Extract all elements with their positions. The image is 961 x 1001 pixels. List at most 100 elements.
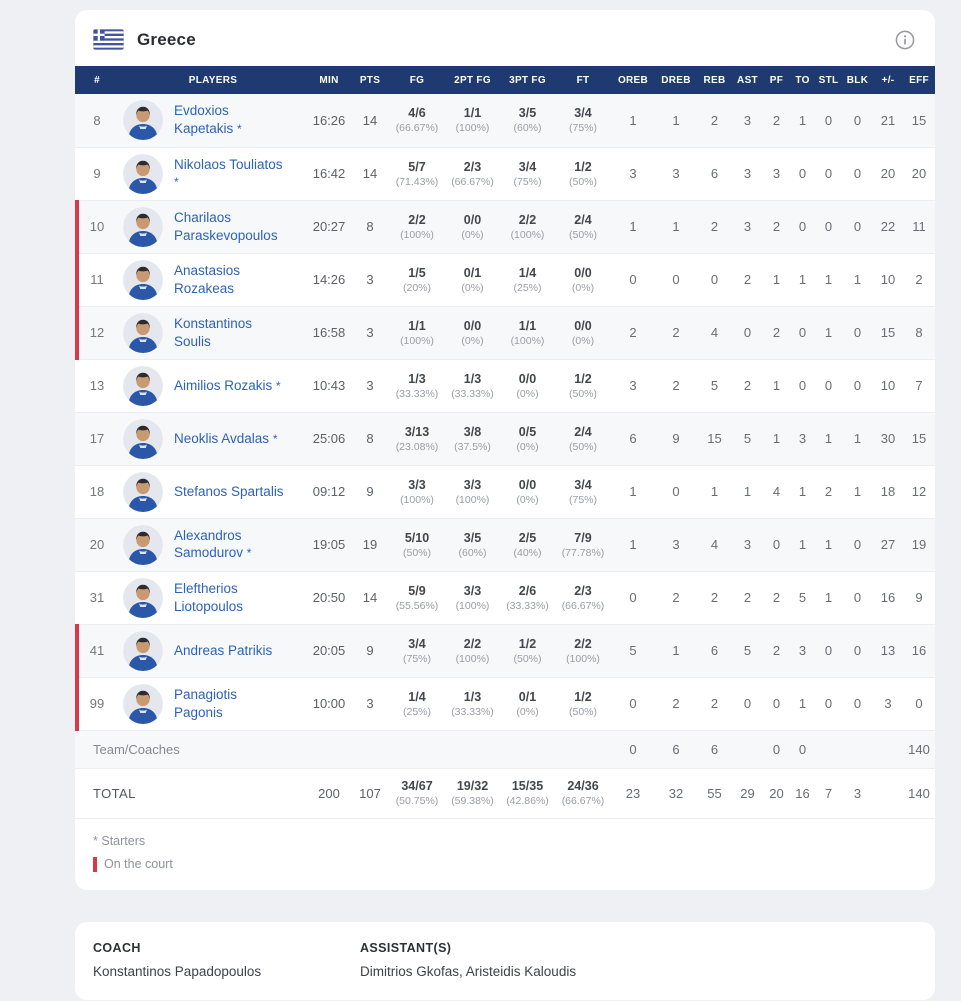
player-avatar-icon <box>123 577 163 618</box>
stat-eff: 140 <box>903 767 935 819</box>
info-icon[interactable] <box>895 30 915 50</box>
stat-fg: 4/6 (66.67%) <box>395 106 439 135</box>
stat-ft: 2/2 (100%) <box>555 623 611 677</box>
stat-blk: 3 <box>842 767 873 819</box>
stat-dreb: 3 <box>655 146 697 200</box>
player-row-9: 9 Nikolaos Touliatos * 16:42 14 5/7 (71.43%)… <box>75 146 935 200</box>
stat-3pt-fg: 0/0 (0%) <box>500 358 555 412</box>
player-cell: Aimilios Rozakis * <box>119 358 307 412</box>
col-header-players: PLAYERS <box>119 66 307 94</box>
stat-pf: 20 <box>763 767 790 819</box>
stat-plus-minus: 27 <box>873 517 903 571</box>
stat-stl: 1 <box>815 517 842 571</box>
stat-reb: 15 <box>697 411 732 465</box>
stat-3pt-fg: 3/4 (75%) <box>500 146 555 200</box>
stat-stl: 0 <box>815 199 842 253</box>
player-name-link[interactable]: Evdoxios Kapetakis * <box>174 103 242 137</box>
stat-ast: 5 <box>732 623 763 677</box>
jersey-number: 13 <box>75 358 119 412</box>
player-row-17: 17 Neoklis Avdalas * 25:06 8 3/13 (23.08%) 3/… <box>75 411 935 465</box>
stat-reb: 1 <box>697 464 732 518</box>
player-row-18: 18 Stefanos Spartalis 09:12 9 3/3 (100%) 3/3(… <box>75 464 935 518</box>
stat-reb: 6 <box>697 729 732 768</box>
stat-reb: 6 <box>697 623 732 677</box>
legend-on-court: On the court <box>93 856 917 872</box>
player-avatar-icon <box>123 471 163 512</box>
stat-ft: 24/36 (66.67%) <box>555 767 611 819</box>
player-name-link[interactable]: Andreas Patrikis <box>174 642 273 658</box>
stat-eff: 2 <box>903 252 935 306</box>
stat-oreb: 0 <box>611 676 655 730</box>
player-name-link[interactable]: Konstantinos Soulis <box>174 315 253 349</box>
stat-plus-minus <box>873 767 903 819</box>
stat-pf: 2 <box>763 570 790 624</box>
stat-dreb: 0 <box>655 252 697 306</box>
stat-plus-minus: 21 <box>880 112 896 128</box>
player-name-link[interactable]: Neoklis Avdalas * <box>174 430 278 446</box>
col-header-pts: PTS <box>351 66 389 94</box>
stat-2pt-fg: 1/1 (100%) <box>455 106 490 135</box>
stat-blk <box>842 729 873 768</box>
player-name-link[interactable]: Aimilios Rozakis * <box>174 377 281 393</box>
stat-dreb: 6 <box>655 729 697 768</box>
coach-column: COACH Konstantinos Papadopoulos <box>93 941 360 981</box>
player-name-link[interactable]: Panagiotis Pagonis <box>174 686 238 720</box>
player-row-8: 8 Evdoxios Kapetakis * 16:26 14 4/6 (66.67%)… <box>75 94 935 147</box>
player-name-link[interactable]: Stefanos Spartalis <box>174 483 284 499</box>
stat-ast: 5 <box>732 411 763 465</box>
stat-reb: 0 <box>697 252 732 306</box>
jersey-number: 11 <box>75 252 119 307</box>
stat-pts: 14 <box>362 112 378 128</box>
stat-pf: 2 <box>763 305 790 359</box>
stat-dreb: 3 <box>655 517 697 571</box>
player-row-31: 31 Eleftherios Liotopoulos 20:50 14 5/9 (55.… <box>75 570 935 624</box>
stat-blk: 0 <box>842 305 873 359</box>
stat-blk: 0 <box>842 199 873 253</box>
player-row-13: 13 Aimilios Rozakis * 10:43 3 1/3 (33.33%) 1/… <box>75 358 935 412</box>
stat-oreb: 0 <box>611 570 655 624</box>
col-header-min: MIN <box>307 66 351 94</box>
stat-stl: 1 <box>815 252 842 306</box>
stat-pts: 8 <box>351 199 389 253</box>
stat-plus-minus: 3 <box>873 676 903 730</box>
coach-name: Konstantinos Papadopoulos <box>93 964 262 979</box>
stat-oreb: 5 <box>611 623 655 677</box>
stat-to: 1 <box>798 112 807 128</box>
player-cell: Anastasios Rozakeas <box>119 252 307 306</box>
stat-to: 5 <box>790 570 815 624</box>
player-name-link[interactable]: Nikolaos Touliatos * <box>174 156 283 190</box>
stat-stl: 0 <box>815 623 842 677</box>
player-row-12: 12 Konstantinos Soulis 16:58 3 1/1 (100%) 0/0… <box>75 305 935 360</box>
starter-asterisk: * <box>276 378 281 393</box>
stat-stl <box>815 729 842 768</box>
player-cell: Evdoxios Kapetakis * <box>119 94 307 147</box>
on-court-indicator <box>75 676 79 731</box>
team-coaches-row: Team/Coaches 0 6 6 0 0 140 <box>75 729 935 768</box>
player-name-link[interactable]: Alexandros Samodurov * <box>174 527 252 561</box>
stat-reb: 6 <box>697 146 732 200</box>
player-name-link[interactable]: Eleftherios Liotopoulos <box>174 580 244 614</box>
col-header--: # <box>75 66 119 94</box>
starter-asterisk: * <box>174 175 179 190</box>
player-name-link[interactable]: Charilaos Paraskevopoulos <box>174 209 278 243</box>
player-name-link[interactable]: Anastasios Rozakeas <box>174 262 241 296</box>
starter-asterisk: * <box>246 546 252 561</box>
table-header-row: # PLAYERS MIN PTS FG 2PT FG 3PT FG FT OREB DREB RE… <box>75 66 935 94</box>
stat-eff: 9 <box>903 570 935 624</box>
stat-plus-minus <box>873 729 903 768</box>
stat-dreb: 1 <box>655 199 697 253</box>
stat-pf: 1 <box>763 358 790 412</box>
stat-oreb: 3 <box>611 146 655 200</box>
assistants-column: ASSISTANT(S) Dimitrios Gkofas, Aristeidi… <box>360 941 576 981</box>
stat-pf: 2 <box>772 112 781 128</box>
stat-to: 0 <box>790 358 815 412</box>
stat-fg: 1/1 (100%) <box>389 305 445 359</box>
stat-min: 20:50 <box>307 570 351 624</box>
stat-eff: 16 <box>903 623 935 677</box>
stat-ft: 1/2 (50%) <box>555 358 611 412</box>
stat-ast: 2 <box>732 570 763 624</box>
stat-dreb: 2 <box>655 305 697 359</box>
stat-ft: 0/0 (0%) <box>555 252 611 306</box>
stat-oreb: 23 <box>611 767 655 819</box>
stat-stl: 0 <box>815 676 842 730</box>
